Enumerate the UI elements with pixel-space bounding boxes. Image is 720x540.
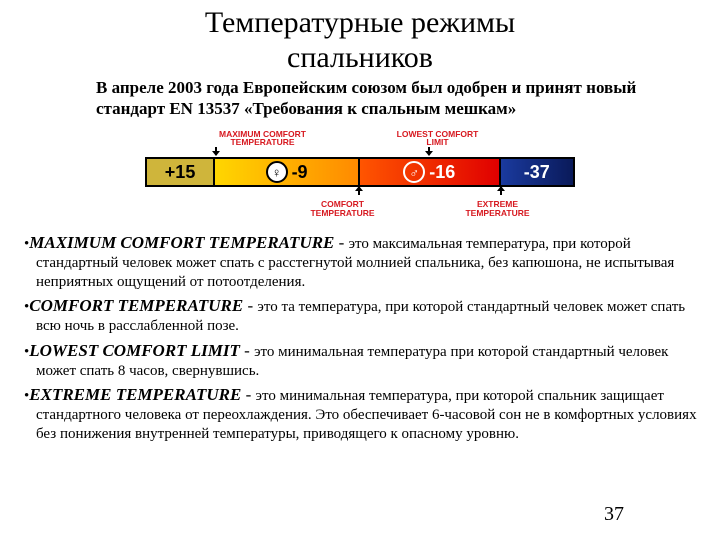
bar-segment: -37 — [501, 159, 573, 185]
definition-item: •EXTREME TEMPERATURE - это минимальная т… — [16, 384, 700, 443]
bottom-labels: COMFORTTEMPERATURE EXTREMETEMPERATURE — [145, 200, 575, 218]
temperature-bar: +15♀-9♂-16-37 — [145, 157, 575, 187]
segment-value: +15 — [165, 162, 196, 183]
top-labels: MAXIMUM COMFORTTEMPERATURE LOWEST COMFOR… — [145, 130, 575, 148]
pointer-icon — [500, 187, 502, 195]
label-lowest-comfort: LOWEST COMFORTLIMIT — [378, 130, 498, 148]
definition-item: •COMFORT TEMPERATURE - это та температур… — [16, 295, 700, 336]
segment-value: -9 — [292, 162, 308, 183]
bar-segment: +15 — [147, 159, 215, 185]
definition-item: •LOWEST COMFORT LIMIT - это минимальная … — [16, 340, 700, 381]
segment-value: -37 — [524, 162, 550, 183]
female-icon: ♀ — [266, 161, 288, 183]
title-line-1: Температурные режимы — [205, 6, 515, 39]
label-extreme: EXTREMETEMPERATURE — [438, 200, 558, 218]
title-line-2: спальников — [287, 41, 433, 74]
definition-term: MAXIMUM COMFORT TEMPERATURE — [29, 233, 334, 252]
temperature-diagram: MAXIMUM COMFORTTEMPERATURE LOWEST COMFOR… — [145, 130, 575, 219]
page-number: 37 — [604, 503, 624, 526]
segment-value: -16 — [429, 162, 455, 183]
definition-term: COMFORT TEMPERATURE — [29, 296, 243, 315]
page-title: Температурные режимы спальников — [0, 0, 720, 75]
pointers-top — [145, 147, 575, 157]
pointer-icon — [428, 147, 430, 155]
definition-term: LOWEST COMFORT LIMIT — [29, 341, 240, 360]
pointer-icon — [215, 147, 217, 155]
pointers-bottom — [145, 187, 575, 197]
definition-item: •MAXIMUM COMFORT TEMPERATURE - это макси… — [16, 232, 700, 291]
definitions-list: •MAXIMUM COMFORT TEMPERATURE - это макси… — [16, 232, 700, 444]
bar-segment: ♂-16 — [360, 159, 501, 185]
male-icon: ♂ — [403, 161, 425, 183]
definition-term: EXTREME TEMPERATURE — [29, 385, 241, 404]
label-comfort: COMFORTTEMPERATURE — [283, 200, 403, 218]
label-max-comfort: MAXIMUM COMFORTTEMPERATURE — [203, 130, 323, 148]
subtitle: В апреле 2003 года Европейским союзом бы… — [96, 77, 680, 120]
pointer-icon — [358, 187, 360, 195]
bar-segment: ♀-9 — [215, 159, 360, 185]
